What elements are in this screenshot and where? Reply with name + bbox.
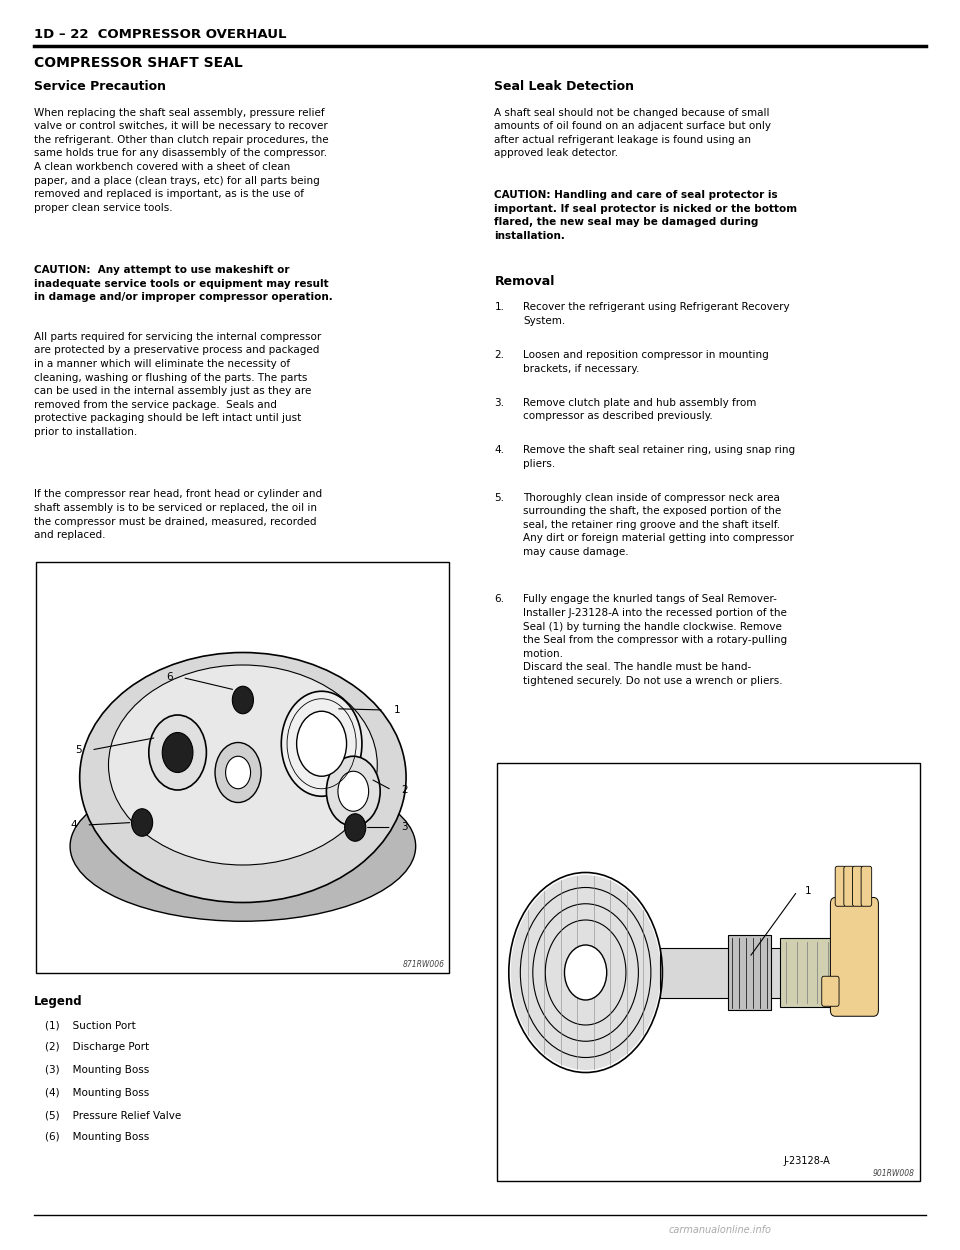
- FancyBboxPatch shape: [835, 866, 846, 906]
- Text: carmanualonline.info: carmanualonline.info: [668, 1225, 772, 1235]
- Text: 4.: 4.: [494, 445, 504, 455]
- Text: Remove clutch plate and hub assembly from
compressor as described previously.: Remove clutch plate and hub assembly fro…: [523, 398, 756, 421]
- Text: 1: 1: [394, 705, 400, 715]
- Circle shape: [326, 756, 380, 826]
- Text: 2.: 2.: [494, 350, 504, 360]
- Text: COMPRESSOR SHAFT SEAL: COMPRESSOR SHAFT SEAL: [34, 56, 242, 70]
- Text: 2: 2: [401, 785, 408, 795]
- Text: (1)    Suction Port: (1) Suction Port: [45, 1020, 136, 1030]
- Text: 5.: 5.: [494, 492, 504, 502]
- Text: 6: 6: [166, 672, 173, 682]
- Text: 901RW008: 901RW008: [873, 1169, 915, 1177]
- FancyBboxPatch shape: [844, 866, 854, 906]
- Circle shape: [149, 715, 206, 790]
- Ellipse shape: [108, 665, 377, 865]
- Text: A shaft seal should not be changed because of small
amounts of oil found on an a: A shaft seal should not be changed becau…: [494, 107, 772, 159]
- Text: CAUTION:  Any attempt to use makeshift or
inadequate service tools or equipment : CAUTION: Any attempt to use makeshift or…: [34, 265, 332, 302]
- Text: 871RW006: 871RW006: [402, 960, 444, 969]
- Text: 4: 4: [70, 820, 77, 830]
- Bar: [780, 938, 833, 1008]
- Circle shape: [564, 945, 607, 1000]
- Text: Thoroughly clean inside of compressor neck area
surrounding the shaft, the expos: Thoroughly clean inside of compressor ne…: [523, 492, 794, 558]
- Text: (2)    Discharge Port: (2) Discharge Port: [45, 1042, 149, 1052]
- Text: Legend: Legend: [34, 995, 83, 1008]
- Circle shape: [162, 732, 193, 772]
- Text: 1.: 1.: [494, 302, 504, 312]
- Text: (5)    Pressure Relief Valve: (5) Pressure Relief Valve: [45, 1110, 181, 1120]
- Text: Removal: Removal: [494, 275, 555, 288]
- Text: Loosen and reposition compressor in mounting
brackets, if necessary.: Loosen and reposition compressor in moun…: [523, 350, 769, 374]
- Text: (4)    Mounting Boss: (4) Mounting Boss: [45, 1088, 150, 1098]
- Ellipse shape: [70, 771, 416, 921]
- Circle shape: [232, 686, 253, 714]
- Circle shape: [338, 771, 369, 811]
- Text: Service Precaution: Service Precaution: [34, 80, 165, 92]
- FancyBboxPatch shape: [852, 866, 863, 906]
- Circle shape: [132, 809, 153, 836]
- Text: 6.: 6.: [494, 595, 504, 605]
- FancyBboxPatch shape: [830, 898, 878, 1016]
- Circle shape: [297, 711, 347, 776]
- Text: 3: 3: [401, 822, 408, 832]
- FancyBboxPatch shape: [861, 866, 872, 906]
- Text: (3)    Mounting Boss: (3) Mounting Boss: [45, 1065, 150, 1075]
- Circle shape: [281, 691, 362, 796]
- Text: When replacing the shaft seal assembly, pressure relief
valve or control switche: When replacing the shaft seal assembly, …: [34, 107, 328, 212]
- Text: Recover the refrigerant using Refrigerant Recovery
System.: Recover the refrigerant using Refrigeran…: [523, 302, 790, 326]
- Ellipse shape: [80, 652, 406, 902]
- Circle shape: [345, 814, 366, 841]
- Text: Remove the shaft seal retainer ring, using snap ring
pliers.: Remove the shaft seal retainer ring, usi…: [523, 445, 795, 469]
- Bar: [497, 762, 920, 1181]
- Text: J-23128-A: J-23128-A: [783, 1156, 830, 1166]
- Text: Seal Leak Detection: Seal Leak Detection: [494, 80, 635, 92]
- Text: If the compressor rear head, front head or cylinder and
shaft assembly is to be : If the compressor rear head, front head …: [34, 489, 322, 540]
- Text: 5: 5: [75, 745, 82, 755]
- Text: All parts required for servicing the internal compressor
are protected by a pres: All parts required for servicing the int…: [34, 331, 321, 437]
- Circle shape: [215, 742, 261, 802]
- Text: 1: 1: [804, 886, 811, 896]
- Text: Fully engage the knurled tangs of Seal Remover-
Installer J-23128-A into the rec: Fully engage the knurled tangs of Seal R…: [523, 595, 787, 686]
- Bar: [660, 948, 843, 998]
- Circle shape: [511, 875, 660, 1070]
- FancyBboxPatch shape: [822, 976, 839, 1006]
- Text: (6)    Mounting Boss: (6) Mounting Boss: [45, 1132, 150, 1142]
- Text: 1D – 22  COMPRESSOR OVERHAUL: 1D – 22 COMPRESSOR OVERHAUL: [34, 28, 286, 40]
- Circle shape: [226, 756, 251, 789]
- Bar: [36, 562, 449, 972]
- Text: 3.: 3.: [494, 398, 504, 408]
- Bar: [728, 935, 771, 1010]
- Text: CAUTION: Handling and care of seal protector is
important. If seal protector is : CAUTION: Handling and care of seal prote…: [494, 190, 798, 241]
